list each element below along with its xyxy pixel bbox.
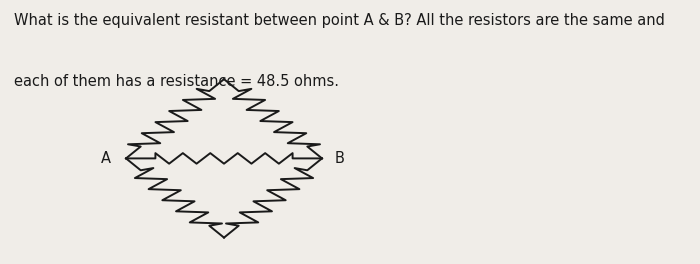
Text: B: B — [335, 151, 344, 166]
Text: A: A — [101, 151, 111, 166]
Text: What is the equivalent resistant between point A & B? All the resistors are the : What is the equivalent resistant between… — [14, 13, 665, 28]
Text: each of them has a resistance = 48.5 ohms.: each of them has a resistance = 48.5 ohm… — [14, 74, 339, 89]
